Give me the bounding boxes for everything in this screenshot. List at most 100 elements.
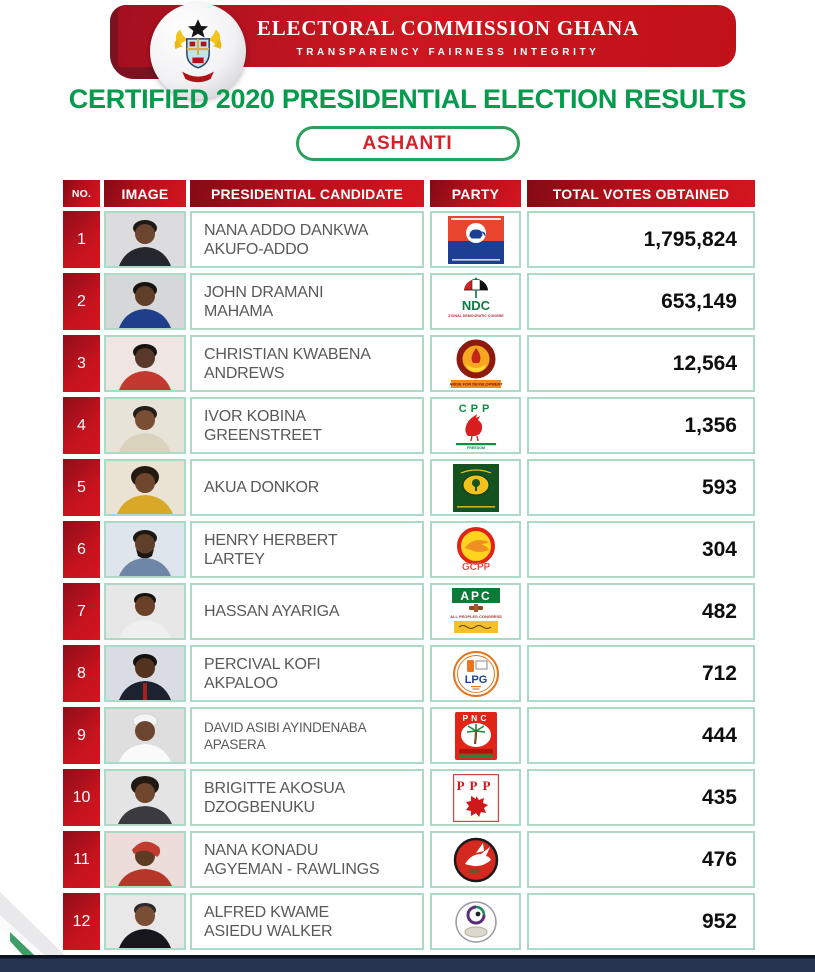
row-number: 7 (63, 583, 100, 640)
table-row: 7 HASSAN AYARIGA APC ALL PEOPLES CONGRES… (63, 583, 755, 640)
candidate-name-line2: DZOGBENUKU (204, 798, 315, 816)
candidate-name-line1: NANA ADDO DANKWA (204, 221, 369, 239)
party-logo-gfp (452, 463, 499, 512)
table-row: 12 ALFRED KWAME ASIEDU WALKER (63, 893, 755, 950)
candidate-name-line2: LARTEY (204, 550, 265, 568)
candidate-photo-cell (104, 645, 186, 702)
row-number: 8 (63, 645, 100, 702)
party-cell: APC ALL PEOPLES CONGRESS (430, 583, 521, 640)
col-header-votes: TOTAL VOTES OBTAINED (527, 180, 755, 207)
col-header-candidate: PRESIDENTIAL CANDIDATE (190, 180, 424, 207)
candidate-photo (106, 337, 184, 390)
svg-text:ALL PEOPLES CONGRESS: ALL PEOPLES CONGRESS (450, 614, 502, 619)
table-row: 9 DAVID ASIBI AYINDENABA APASERA PNC (63, 707, 755, 764)
candidate-name-line2: ASIEDU WALKER (204, 922, 333, 940)
party-logo-lpg: LPG (452, 650, 499, 697)
candidate-photo-cell (104, 831, 186, 888)
svg-text:GCPP: GCPP (461, 562, 490, 573)
party-cell: CPP FREEDOM (430, 397, 521, 454)
candidate-name-line1: HASSAN AYARIGA (204, 603, 340, 620)
candidate-name-line1: CHRISTIAN KWABENA (204, 345, 371, 363)
votes-value: 653,149 (527, 273, 755, 330)
votes-value: 304 (527, 521, 755, 578)
svg-text:NDP: NDP (469, 869, 481, 875)
results-table: NO. IMAGE PRESIDENTIAL CANDIDATE PARTY T… (63, 180, 755, 955)
table-row: 3 CHRISTIAN KWABENA ANDREWS ARISE FOR DE… (63, 335, 755, 392)
votes-value: 1,795,824 (527, 211, 755, 268)
candidate-photo-cell (104, 707, 186, 764)
party-logo-cpp: CPP FREEDOM (455, 403, 496, 449)
candidate-photo (106, 709, 184, 762)
candidate-photo-cell (104, 459, 186, 516)
table-row: 5 AKUA DONKOR (63, 459, 755, 516)
org-tagline: TRANSPARENCY FAIRNESS INTEGRITY (296, 47, 600, 58)
svg-text:CPP: CPP (458, 403, 493, 415)
candidate-photo-cell (104, 273, 186, 330)
table-row: 10 BRIGITTE AKOSUA DZOGBENUKU PPP 435 (63, 769, 755, 826)
candidate-name: AKUA DONKOR (190, 459, 424, 516)
candidate-name-line2: AGYEMAN - RAWLINGS (204, 860, 380, 878)
table-header-row: NO. IMAGE PRESIDENTIAL CANDIDATE PARTY T… (63, 180, 755, 207)
svg-text:FREEDOM: FREEDOM (467, 445, 485, 449)
candidate-photo-cell (104, 893, 186, 950)
svg-text:LPG: LPG (464, 674, 487, 686)
row-number: 6 (63, 521, 100, 578)
svg-text:ARISE FOR DEVELOPMENT: ARISE FOR DEVELOPMENT (449, 381, 503, 386)
candidate-name: ALFRED KWAME ASIEDU WALKER (190, 893, 424, 950)
party-cell: NDC NATIONAL DEMOCRATIC CONGRESS (430, 273, 521, 330)
votes-value: 476 (527, 831, 755, 888)
candidate-name: HASSAN AYARIGA (190, 583, 424, 640)
candidate-name-line1: AKUA DONKOR (204, 479, 320, 496)
table-row: 11 NANA KONADU AGYEMAN - RAWLINGS N (63, 831, 755, 888)
candidate-photo-cell (104, 769, 186, 826)
candidate-photo (106, 585, 184, 638)
candidate-name-line1: PERCIVAL KOFI (204, 655, 321, 673)
votes-value: 1,356 (527, 397, 755, 454)
candidate-name-line2: ANDREWS (204, 364, 285, 382)
candidate-name: JOHN DRAMANI MAHAMA (190, 273, 424, 330)
votes-value: 444 (527, 707, 755, 764)
party-cell: NDP (430, 831, 521, 888)
party-cell (430, 459, 521, 516)
votes-value: 482 (527, 583, 755, 640)
candidate-photo (106, 399, 184, 452)
votes-value: 712 (527, 645, 755, 702)
party-logo-gcpp: GCPP (456, 526, 495, 573)
row-number: 3 (63, 335, 100, 392)
party-cell: PNC (430, 707, 521, 764)
row-number: 9 (63, 707, 100, 764)
party-cell: PPP (430, 769, 521, 826)
party-cell (430, 893, 521, 950)
table-row: 8 PERCIVAL KOFI AKPALOO LPG (63, 645, 755, 702)
candidate-name-line1: JOHN DRAMANI (204, 283, 324, 301)
party-logo-apc: APC ALL PEOPLES CONGRESS (450, 587, 502, 633)
candidate-name-line1: ALFRED KWAME (204, 903, 330, 921)
candidate-name: HENRY HERBERT LARTEY (190, 521, 424, 578)
svg-text:NATIONAL DEMOCRATIC CONGRESS: NATIONAL DEMOCRATIC CONGRESS (448, 314, 504, 318)
votes-value: 12,564 (527, 335, 755, 392)
table-row: 2 JOHN DRAMANI MAHAMA ND (63, 273, 755, 330)
candidate-name: NANA ADDO DANKWA AKUFO-ADDO (190, 211, 424, 268)
table-row: 1 NANA ADDO DANKWA AKUFO-ADDO (63, 211, 755, 268)
candidate-name-line1: IVOR KOBINA (204, 407, 306, 425)
row-number: 2 (63, 273, 100, 330)
candidate-name-line2: AKUFO-ADDO (204, 240, 309, 258)
region-label: ASHANTI (362, 132, 453, 154)
col-header-no: NO. (63, 180, 100, 207)
footer-bar (0, 955, 815, 972)
party-cell: ARISE FOR DEVELOPMENT (430, 335, 521, 392)
candidate-name: DAVID ASIBI AYINDENABA APASERA (190, 707, 424, 764)
party-logo-ppp: PPP (452, 773, 499, 822)
row-number: 4 (63, 397, 100, 454)
region-badge: ASHANTI (295, 126, 520, 161)
candidate-photo-cell (104, 521, 186, 578)
svg-text:PNC: PNC (462, 713, 489, 723)
votes-value: 952 (527, 893, 755, 950)
candidate-name-line1: DAVID ASIBI AYINDENABA (204, 719, 367, 735)
candidate-name-line2: APASERA (204, 736, 266, 752)
candidate-photo (106, 895, 184, 948)
svg-text:NDC: NDC (461, 298, 490, 313)
candidate-photo-cell (104, 335, 186, 392)
coat-of-arms-logo (150, 3, 246, 99)
